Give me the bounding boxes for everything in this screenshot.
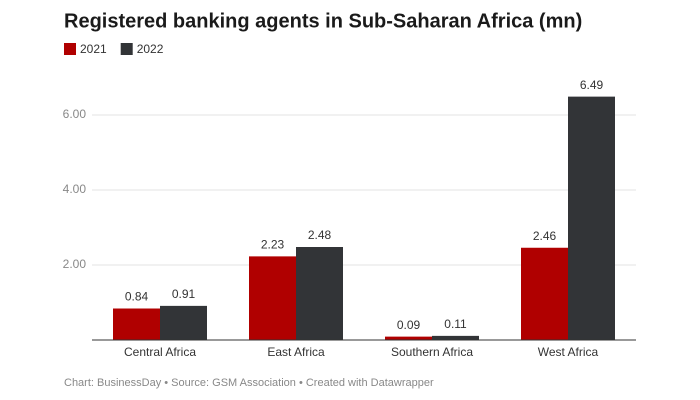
- legend-label: 2021: [80, 42, 107, 56]
- bar: [521, 247, 568, 340]
- value-label: 0.09: [397, 318, 421, 332]
- bar: [385, 336, 432, 340]
- bar: [432, 335, 479, 340]
- y-tick-label: 2.00: [63, 257, 87, 271]
- value-label: 0.11: [444, 317, 467, 331]
- value-label: 6.49: [580, 78, 604, 92]
- x-tick-label: West Africa: [538, 345, 599, 359]
- legend-swatch: [120, 43, 133, 55]
- value-label: 0.84: [125, 290, 149, 304]
- bar: [113, 308, 160, 340]
- bar: [568, 96, 615, 340]
- x-tick-label: Southern Africa: [391, 345, 473, 359]
- value-label: 2.46: [533, 229, 557, 243]
- value-label: 0.91: [172, 287, 196, 301]
- value-label: 2.23: [261, 238, 285, 252]
- bar: [249, 256, 296, 340]
- y-tick-label: 6.00: [63, 107, 87, 121]
- legend-label: 2022: [137, 42, 164, 56]
- bar: [296, 247, 343, 340]
- x-tick-label: East Africa: [267, 345, 325, 359]
- legend-swatch: [64, 43, 76, 55]
- bar: [160, 305, 207, 340]
- footer: Chart: BusinessDay • Source: GSM Associa…: [64, 377, 434, 389]
- value-label: 2.48: [308, 228, 332, 242]
- y-tick-label: 4.00: [63, 182, 87, 196]
- chart-title: Registered banking agents in Sub-Saharan…: [64, 10, 582, 32]
- x-tick-label: Central Africa: [124, 345, 196, 359]
